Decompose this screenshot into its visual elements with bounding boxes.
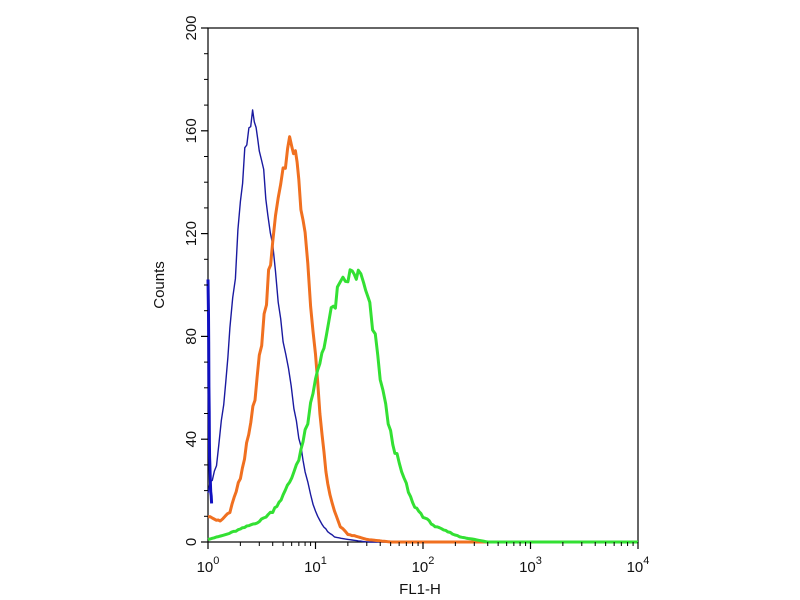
x-axis-label: FL1-H bbox=[399, 581, 441, 598]
y-tick-label: 200 bbox=[183, 15, 200, 40]
x-tick-label: 101 bbox=[304, 555, 327, 576]
y-tick-label: 120 bbox=[183, 221, 200, 246]
y-tick-label: 160 bbox=[183, 118, 200, 143]
x-tick-label: 102 bbox=[412, 555, 435, 576]
x-tick-label: 100 bbox=[197, 555, 220, 576]
plot-frame bbox=[207, 27, 639, 543]
x-tick-label: 103 bbox=[519, 555, 542, 576]
x-tick-label: 104 bbox=[627, 555, 650, 576]
histogram-series-3 bbox=[207, 268, 638, 544]
histogram-series-1 bbox=[207, 109, 638, 543]
y-tick-label: 80 bbox=[183, 328, 200, 345]
histogram-series-2 bbox=[207, 135, 638, 544]
y-tick-label: 40 bbox=[183, 431, 200, 448]
series-layer bbox=[206, 109, 638, 544]
y-axis-label: Counts bbox=[151, 261, 168, 309]
axis-layer: 0 40 80 120 160 200 100 101 102 103 104 bbox=[183, 15, 649, 576]
y-tick-label: 0 bbox=[183, 538, 200, 546]
histogram-series-4 bbox=[206, 279, 214, 504]
